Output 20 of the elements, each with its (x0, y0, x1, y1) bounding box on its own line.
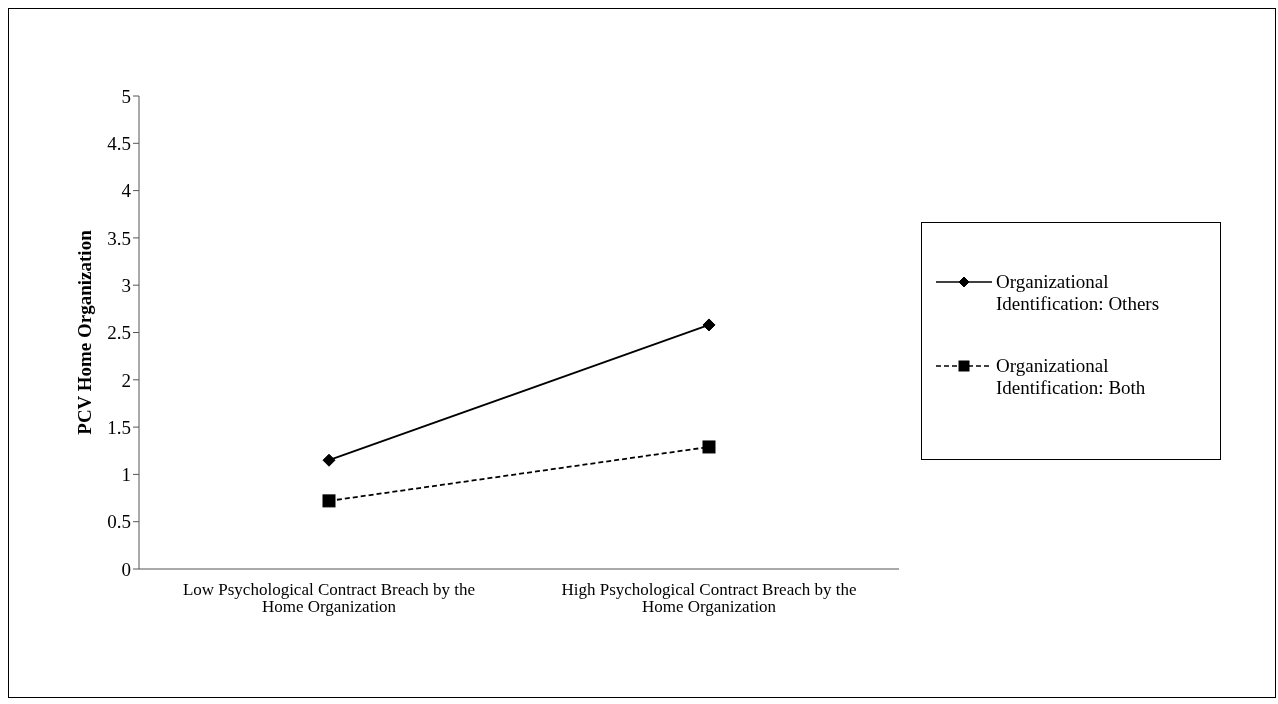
y-tick-label: 3 (121, 274, 131, 296)
point (322, 453, 336, 467)
x-tick-label: Low Psychological Contract Breach by the Home Organization (182, 580, 476, 617)
y-tick-label: 1 (121, 464, 131, 486)
y-tick-label: 1.5 (107, 416, 131, 438)
y-tick-label: 4 (121, 180, 132, 202)
y-tick-label: 2 (121, 369, 131, 391)
y-tick-label: 5 (121, 85, 131, 107)
y-tick-label: 3.5 (107, 227, 131, 249)
y-tick-label: 0.5 (107, 511, 131, 533)
legend-label: Organizational Identification: Both (996, 355, 1147, 399)
point (702, 440, 716, 454)
point (702, 318, 716, 332)
y-tick-label: 2.5 (107, 322, 131, 344)
legend-label: Organizational Identification: Others (996, 271, 1161, 315)
y-tick-label: 4.5 (107, 133, 131, 155)
y-axis-title: PCV Home Organization (73, 229, 95, 435)
y-tick-label: 0 (121, 558, 131, 580)
x-tick-label: High Psychological Contract Breach by the Home Organization (561, 580, 857, 617)
point (322, 494, 336, 508)
